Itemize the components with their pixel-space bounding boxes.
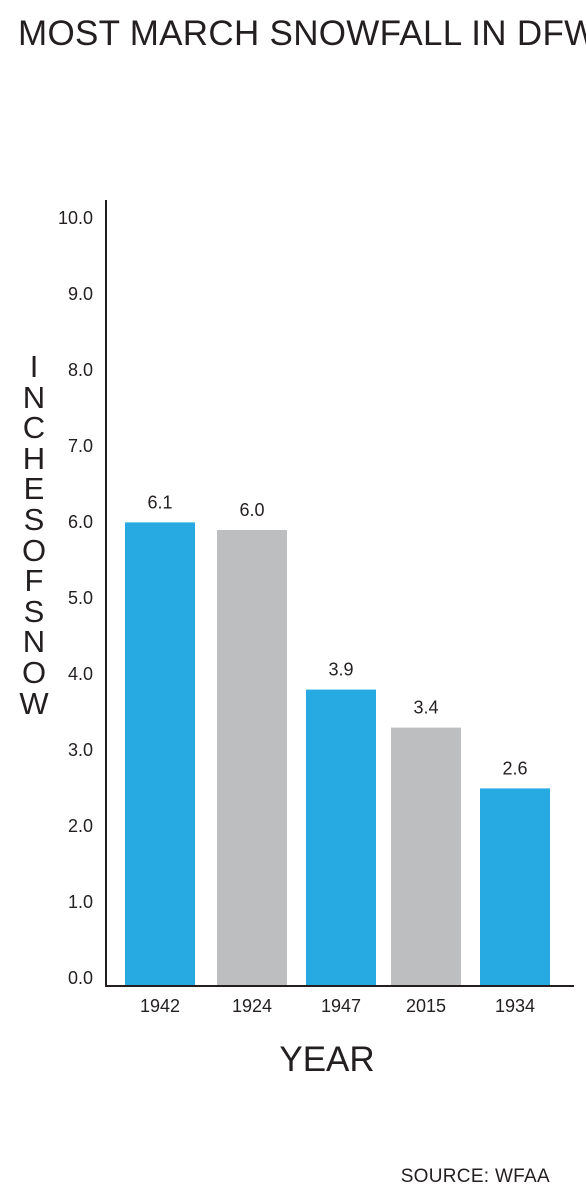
x-axis-label: YEAR <box>279 1040 375 1079</box>
y-axis-label-letter: H <box>22 440 46 476</box>
bar-1924 <box>217 530 287 986</box>
y-tick-label: 8.0 <box>68 360 93 380</box>
data-label-1942: 6.1 <box>147 492 172 512</box>
x-tick-label: 1924 <box>232 996 272 1016</box>
x-tick-label: 1942 <box>140 996 180 1016</box>
y-axis-label-letter: C <box>22 410 46 446</box>
y-tick-label: 5.0 <box>68 588 93 608</box>
data-label-2015: 3.4 <box>413 698 438 718</box>
y-axis-label-letter: N <box>22 379 46 415</box>
source-note: SOURCE: WFAA <box>400 1166 550 1187</box>
y-axis-label-letter: O <box>21 654 47 690</box>
y-axis-label-letter: S <box>23 501 45 537</box>
y-tick-label: 10.0 <box>58 208 93 228</box>
y-axis-label-letter: O <box>21 532 47 568</box>
y-axis-label-letter: S <box>23 593 45 629</box>
x-tick-label: 1947 <box>321 996 361 1016</box>
y-tick-label: 4.0 <box>68 664 93 684</box>
y-axis-label-letter: N <box>22 624 46 660</box>
bar-1942 <box>125 522 195 986</box>
y-tick-label: 9.0 <box>68 284 93 304</box>
y-tick-label: 7.0 <box>68 436 93 456</box>
x-axis-ticks: 1942 1924 1947 2015 1934 <box>140 996 535 1016</box>
y-axis-ticks: 0.0 1.0 2.0 3.0 4.0 5.0 6.0 7.0 8.0 9.0 10.0 <box>58 208 93 988</box>
x-tick-label: 1934 <box>495 996 535 1016</box>
y-tick-label: 1.0 <box>68 892 93 912</box>
data-label-1947: 3.9 <box>328 660 353 680</box>
y-axis-label-letter: W <box>19 685 49 721</box>
y-axis-label-letter: I <box>29 349 39 384</box>
bar-1947 <box>306 689 376 986</box>
data-label-1934: 2.6 <box>502 758 527 778</box>
data-label-1924: 6.0 <box>239 500 264 520</box>
x-tick-label: 2015 <box>406 996 446 1016</box>
y-axis-label-letter: E <box>23 471 45 507</box>
bars <box>125 522 550 986</box>
bar-2015 <box>391 727 461 986</box>
y-tick-label: 0.0 <box>68 968 93 988</box>
data-labels: 6.1 6.0 3.9 3.4 2.6 <box>147 492 527 778</box>
chart-title: MOST MARCH SNOWFALL IN DFW <box>18 14 586 53</box>
y-tick-label: 3.0 <box>68 740 93 760</box>
y-tick-label: 6.0 <box>68 512 93 532</box>
y-axis-label-letter: F <box>24 563 44 599</box>
bar-1934 <box>480 788 550 986</box>
y-tick-label: 2.0 <box>68 816 93 836</box>
